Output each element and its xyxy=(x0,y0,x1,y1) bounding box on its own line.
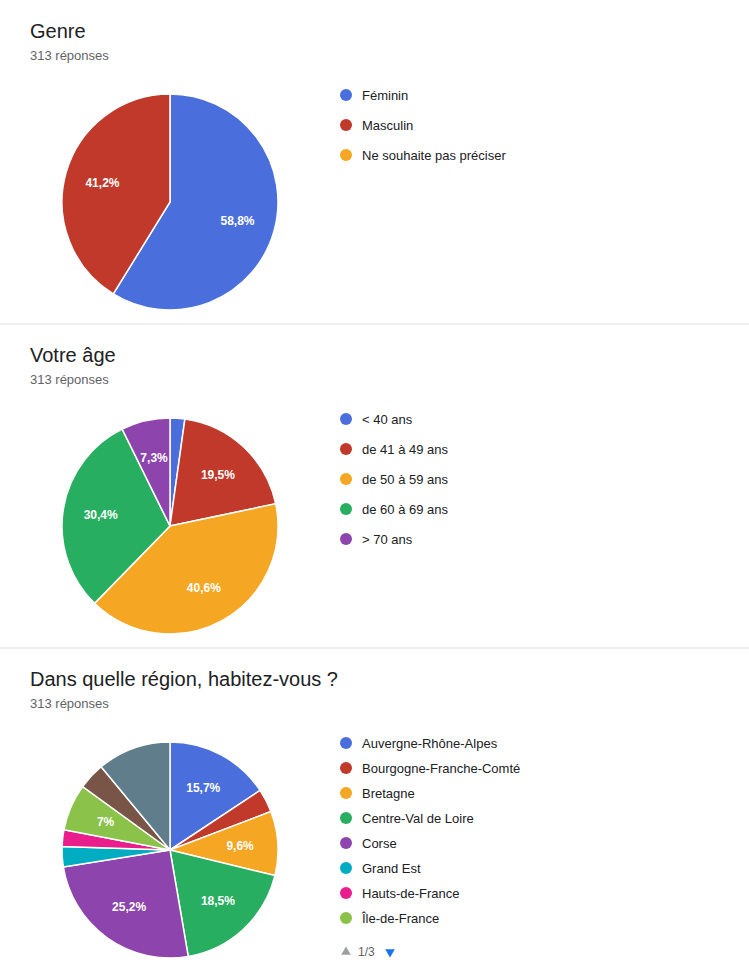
legend-swatch xyxy=(340,89,352,101)
data-label: 18,5% xyxy=(201,894,235,908)
legend-item: Féminin xyxy=(340,88,408,103)
subtitle: 313 réponses xyxy=(30,696,109,711)
data-label: 40,6% xyxy=(187,581,221,595)
legend-item: de 41 à 49 ans xyxy=(340,442,449,457)
data-label: 7,3% xyxy=(140,451,168,465)
legend-swatch xyxy=(340,912,352,924)
pie-slice xyxy=(63,850,188,958)
legend-swatch xyxy=(340,473,352,485)
legend-swatch xyxy=(340,837,352,849)
legend-label: Hauts-de-France xyxy=(362,886,460,901)
data-label: 25,2% xyxy=(112,900,146,914)
pie-slice xyxy=(62,429,170,603)
section: Dans quelle région, habitez-vous ? 313 ré… xyxy=(0,648,749,959)
legend-label: < 40 ans xyxy=(362,412,413,427)
pagination-next xyxy=(385,949,395,957)
legend-item: > 70 ans xyxy=(340,532,413,547)
legend-label: Corse xyxy=(362,836,397,851)
legend-label: Masculin xyxy=(362,118,413,133)
section: Votre âge 313 réponses 19,5% 40,6% 30,4% 7,3%… xyxy=(0,324,749,634)
legend-swatch xyxy=(340,762,352,774)
pie-slice xyxy=(62,94,170,294)
legend-swatch xyxy=(340,149,352,161)
legend-item: Bourgogne-Franche-Comté xyxy=(340,761,520,776)
legend-item: Île-de-France xyxy=(340,911,439,926)
section: Genre 313 réponses 58,8% 41,2% Féminin Mascul… xyxy=(30,20,506,310)
data-label: 41,2% xyxy=(85,176,119,190)
legend-label: Bretagne xyxy=(362,786,415,801)
subtitle: 313 réponses xyxy=(30,372,109,387)
legend-swatch xyxy=(340,533,352,545)
legend-item: Masculin xyxy=(340,118,413,133)
divider xyxy=(0,324,749,325)
legend-label: Ne souhaite pas préciser xyxy=(362,148,506,163)
data-label: 15,7% xyxy=(186,781,220,795)
data-label: 30,4% xyxy=(84,508,118,522)
legend-label: de 60 à 69 ans xyxy=(362,502,449,517)
pagination-prev xyxy=(341,946,351,954)
title: Genre xyxy=(30,20,86,42)
legend-item: < 40 ans xyxy=(340,412,413,427)
legend-label: Île-de-France xyxy=(361,911,439,926)
legend-label: > 70 ans xyxy=(362,532,413,547)
data-label: 7% xyxy=(97,815,115,829)
legend-item: Centre-Val de Loire xyxy=(340,811,474,826)
legend-label: de 50 à 59 ans xyxy=(362,472,449,487)
legend-item: de 50 à 59 ans xyxy=(340,472,449,487)
legend-swatch xyxy=(340,503,352,515)
legend-label: Auvergne-Rhône-Alpes xyxy=(362,736,498,751)
data-label: 9,6% xyxy=(226,839,254,853)
legend-swatch xyxy=(340,119,352,131)
legend-swatch xyxy=(340,887,352,899)
legend-item: Grand Est xyxy=(340,861,421,876)
title: Votre âge xyxy=(30,344,116,366)
legend-label: Centre-Val de Loire xyxy=(362,811,474,826)
divider xyxy=(0,648,749,649)
legend-swatch xyxy=(340,737,352,749)
pie-slice xyxy=(122,418,170,526)
legend-item: Hauts-de-France xyxy=(340,886,460,901)
legend-label: Bourgogne-Franche-Comté xyxy=(362,761,520,776)
legend-label: Féminin xyxy=(362,88,408,103)
pie: 58,8% 41,2% xyxy=(62,94,278,310)
legend-swatch xyxy=(340,443,352,455)
legend-item: Bretagne xyxy=(340,786,415,801)
legend-swatch xyxy=(340,812,352,824)
legend-swatch xyxy=(340,862,352,874)
legend-label: de 41 à 49 ans xyxy=(362,442,449,457)
legend: < 40 ans de 41 à 49 ans de 50 à 59 ans de 6… xyxy=(340,412,449,547)
pie: 15,7% 9,6% 18,5% 25,2% 7% xyxy=(62,742,278,958)
subtitle: 313 réponses xyxy=(30,48,109,63)
legend-item: Ne souhaite pas préciser xyxy=(340,148,506,163)
title: Dans quelle région, habitez-vous ? xyxy=(30,668,338,690)
legend: Auvergne-Rhône-Alpes Bourgogne-Franche-Co… xyxy=(340,736,520,926)
pagination: 1/3 xyxy=(358,945,375,959)
data-label: 58,8% xyxy=(221,214,255,228)
legend: Féminin Masculin Ne souhaite pas préciser xyxy=(340,88,506,163)
legend-item: Corse xyxy=(340,836,397,851)
legend-item: Auvergne-Rhône-Alpes xyxy=(340,736,498,751)
legend-swatch xyxy=(340,787,352,799)
pie: 19,5% 40,6% 30,4% 7,3% xyxy=(62,418,278,634)
pie-slice xyxy=(101,742,170,850)
page: Genre 313 réponses 58,8% 41,2% Féminin Mascul… xyxy=(0,0,749,972)
legend-label: Grand Est xyxy=(362,861,421,876)
data-label: 19,5% xyxy=(201,468,235,482)
legend-item: de 60 à 69 ans xyxy=(340,502,449,517)
legend-swatch xyxy=(340,413,352,425)
